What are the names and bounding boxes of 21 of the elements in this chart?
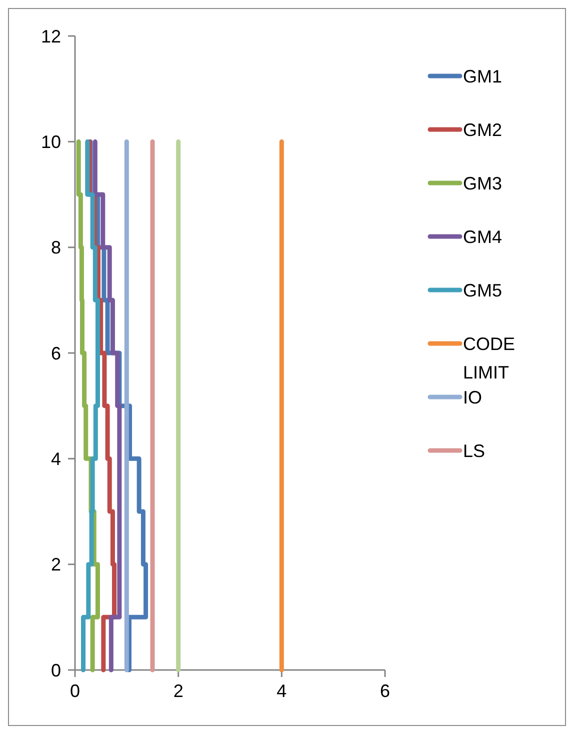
- x-tick-label: 0: [70, 681, 80, 701]
- legend-label: GM4: [463, 226, 502, 247]
- line-series: [92, 139, 122, 672]
- legend-label: IO: [463, 387, 482, 408]
- legend-label: GM5: [463, 280, 502, 300]
- y-tick-label: 10: [40, 132, 61, 152]
- x-tick-label: 2: [173, 681, 184, 701]
- line-series: [81, 139, 100, 672]
- legend-label: LS: [463, 440, 486, 461]
- legend-label: GM1: [463, 66, 502, 86]
- y-tick-label: 4: [50, 448, 61, 469]
- legend-label: GM2: [463, 120, 502, 140]
- x-tick-label: 6: [380, 681, 390, 701]
- legend-label: CODE LIMIT: [463, 334, 516, 383]
- y-tick-label: 8: [50, 238, 61, 258]
- y-tick-label: 12: [40, 26, 61, 46]
- y-tick-label: 2: [50, 554, 61, 575]
- y-tick-label: 6: [50, 343, 61, 364]
- y-tick-label: 0: [50, 660, 61, 680]
- legend-label: GM3: [463, 173, 502, 194]
- x-tick-label: 4: [276, 681, 287, 701]
